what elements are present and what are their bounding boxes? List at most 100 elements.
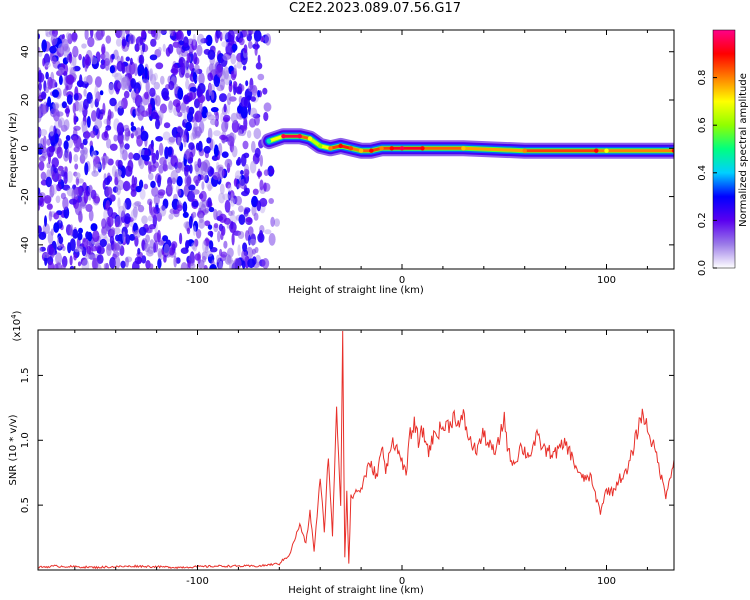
noise-speckle [219,248,223,257]
noise-speckle [105,125,112,131]
noise-speckle [77,261,82,267]
noise-speckle [114,72,122,81]
noise-speckle [202,240,207,252]
noise-speckle [157,229,161,243]
noise-speckle [121,55,125,63]
noise-speckle [259,197,268,207]
noise-speckle [73,154,79,163]
noise-speckle [176,30,184,42]
noise-speckle [90,30,94,38]
noise-speckle [201,181,205,191]
noise-speckle [63,171,68,185]
ridge-point [338,143,343,149]
noise-speckle [245,247,254,259]
noise-speckle [122,231,126,243]
noise-speckle [253,212,259,221]
noise-speckle [41,39,47,53]
noise-speckle [268,233,276,246]
noise-speckle [115,37,122,47]
noise-speckle [91,57,98,65]
noise-speckle [114,215,123,228]
noise-speckle [111,53,115,60]
signal-ridge [261,128,674,159]
noise-speckle [167,146,173,156]
noise-speckle [128,152,134,160]
ridge-point [318,143,323,149]
noise-speckle [116,60,125,72]
noise-speckle [227,30,235,42]
noise-speckle [135,185,142,193]
noise-speckle [107,109,112,121]
noise-speckle [155,136,164,142]
noise-speckle [84,30,89,40]
noise-speckle [89,130,96,138]
noise-speckle [45,71,49,80]
noise-speckle [95,163,102,170]
noise-speckle [199,201,204,210]
noise-speckle [213,223,219,229]
noise-speckle [202,255,207,263]
noise-speckle [73,171,78,177]
noise-speckle [73,187,79,201]
noise-speckle [169,30,174,37]
noise-speckle [68,51,73,64]
spectrogram-x-label: Height of straight line (km) [288,285,424,296]
noise-speckle [238,129,243,137]
noise-speckle [185,72,190,79]
noise-speckle [102,157,106,170]
noise-speckle [195,229,202,239]
noise-speckle [44,62,52,68]
noise-speckle [92,230,100,243]
noise-speckle [180,102,187,114]
svg-text:(x104): (x104) [10,310,23,341]
noise-speckle [44,215,47,227]
noise-speckle [193,220,199,232]
noise-speckle [207,184,212,192]
noise-speckle [122,202,127,213]
noise-speckle [192,52,198,65]
noise-speckle [109,65,116,74]
noise-speckle [263,111,269,122]
noise-speckle [134,256,143,265]
noise-speckle [47,231,54,245]
noise-speckle [157,258,162,269]
noise-speckle [38,202,41,211]
noise-speckle [238,205,244,213]
noise-speckle [242,140,249,150]
noise-speckle [104,130,108,138]
noise-speckle [95,91,101,103]
snr-panel: -100 0 100 0.5 1.0 1.5 Height of straight lin… [8,310,675,596]
noise-speckle [38,69,42,83]
noise-speckle [242,242,248,252]
noise-speckle [185,121,192,132]
noise-speckle [132,206,138,218]
noise-speckle [210,139,216,151]
noise-speckle [85,231,90,240]
noise-speckle [252,188,259,195]
noise-speckle [201,106,208,119]
noise-speckle [130,121,134,127]
noise-speckle [101,43,106,55]
colorbar-tick-label: 0.4 [697,165,708,181]
x-tick-label: 100 [597,576,616,587]
noise-speckle [49,165,53,177]
noise-speckle [88,209,94,222]
noise-speckle [207,197,212,208]
noise-speckle [72,102,77,114]
noise-speckle [96,161,101,168]
noise-speckle [250,233,256,246]
ridge-point [420,146,425,151]
noise-speckle [207,72,213,82]
noise-speckle [268,198,275,204]
noise-speckle [80,149,88,161]
noise-speckle [78,104,84,113]
noise-speckle [226,92,232,106]
noise-speckle [168,80,175,91]
noise-speckle [237,183,241,189]
noise-speckle [140,30,146,39]
spectrogram-panel: -100 0 100 -40 -20 0 20 40 Height of straight l… [8,29,675,296]
colorbar-tick-label: 0.6 [697,117,708,133]
noise-speckle [149,87,156,98]
noise-speckle [50,108,57,118]
noise-speckle [55,262,62,269]
